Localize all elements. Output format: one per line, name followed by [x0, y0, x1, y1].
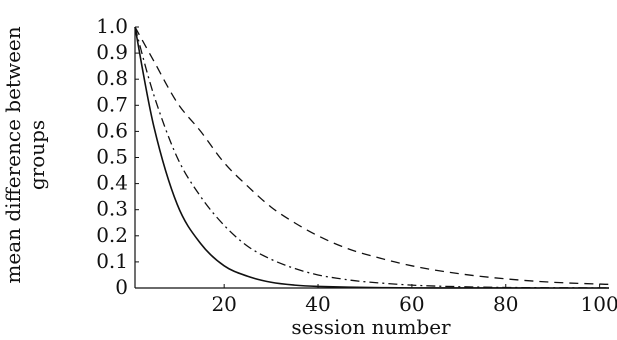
y-tick-label: 0.6 — [96, 118, 128, 142]
x-tick-label: 40 — [305, 292, 330, 316]
y-tick-label: 0.9 — [96, 40, 128, 64]
x-axis-label: session number — [291, 315, 451, 339]
x-axis-ticks: 20 40 60 80 100 — [211, 284, 617, 316]
series-layer — [134, 26, 610, 289]
y-tick-label: 0.7 — [96, 92, 128, 116]
y-tick-label: 1.0 — [96, 14, 128, 38]
x-tick-label: 60 — [399, 292, 424, 316]
y-axis-label-line-1: mean difference between — [1, 26, 25, 283]
series-line-solid — [134, 26, 609, 289]
x-tick-label: 100 — [581, 292, 617, 316]
y-tick-label: 0.8 — [96, 66, 128, 90]
x-tick-label: 80 — [493, 292, 518, 316]
y-tick-label: 0.5 — [96, 145, 128, 169]
y-tick-label: 0.3 — [96, 197, 128, 221]
y-axis-label-line-2: groups — [25, 120, 49, 190]
y-tick-label: 0.1 — [96, 249, 128, 273]
y-axis-ticks: 00.10.20.30.40.5 0.60.70.80.91.0 — [96, 14, 139, 299]
series-line-dash-dot — [134, 26, 610, 289]
y-tick-label: 0.4 — [96, 171, 128, 195]
x-tick-label: 20 — [211, 292, 236, 316]
axes — [134, 27, 609, 289]
series-line-dashed — [134, 26, 610, 285]
y-tick-label: 0 — [115, 275, 128, 299]
y-tick-label: 0.2 — [96, 223, 128, 247]
y-axis-label: mean difference between groups — [1, 26, 49, 283]
